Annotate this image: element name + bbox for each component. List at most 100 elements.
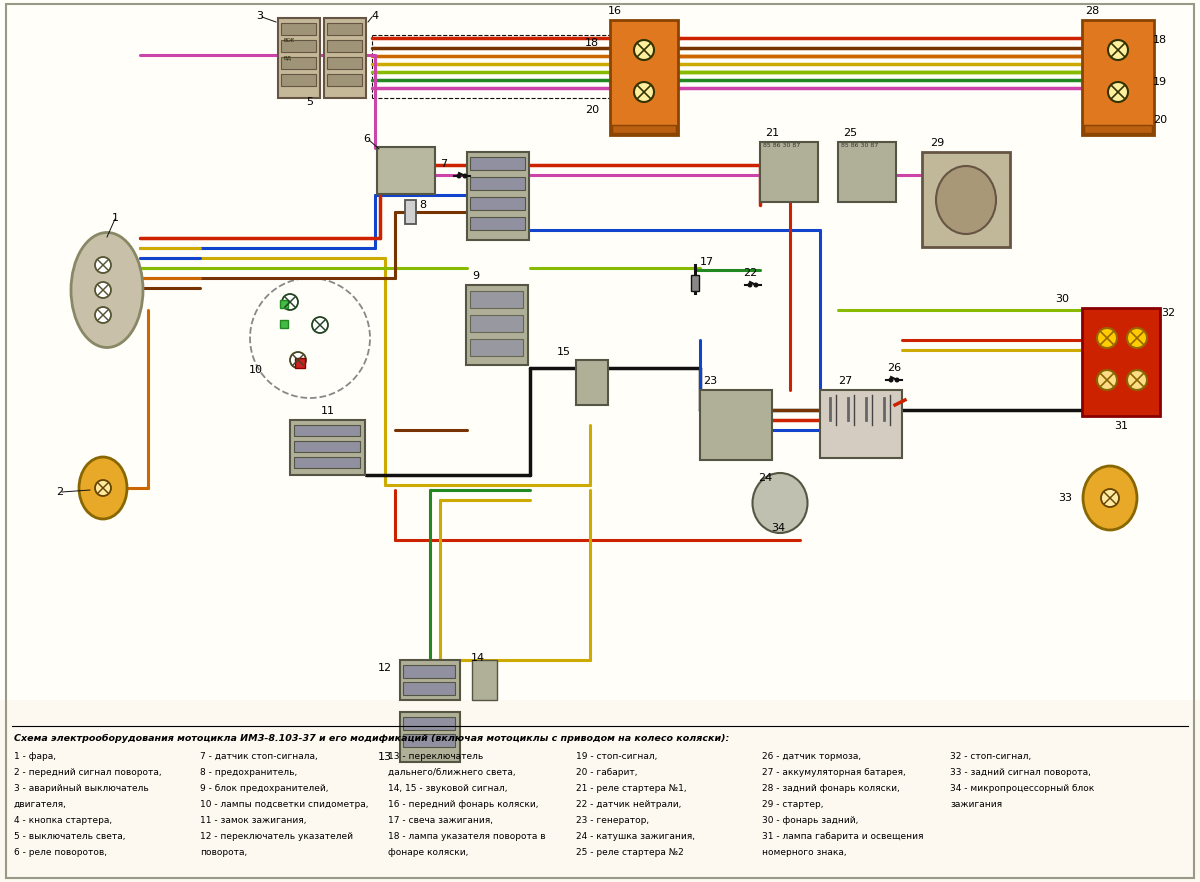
Bar <box>470 291 523 308</box>
Bar <box>326 57 362 69</box>
Text: 22 - датчик нейтрали,: 22 - датчик нейтрали, <box>576 800 682 809</box>
Text: 23 - генератор,: 23 - генератор, <box>576 816 649 825</box>
Text: номерного знака,: номерного знака, <box>762 848 847 857</box>
Bar <box>820 390 902 458</box>
Bar <box>922 152 1010 247</box>
Ellipse shape <box>1084 466 1138 530</box>
Text: 11: 11 <box>322 406 335 416</box>
Circle shape <box>95 480 112 496</box>
Bar <box>0 0 1200 700</box>
Text: 7: 7 <box>440 159 448 169</box>
Bar <box>280 320 288 328</box>
Text: 12: 12 <box>378 663 392 673</box>
Circle shape <box>95 257 112 273</box>
Text: 28: 28 <box>1085 6 1099 16</box>
Bar <box>466 285 528 365</box>
Text: 3 - аварийный выключатель: 3 - аварийный выключатель <box>14 784 149 793</box>
Text: 20: 20 <box>584 105 599 115</box>
Circle shape <box>1127 370 1147 390</box>
Text: 22: 22 <box>743 268 757 278</box>
Text: 8: 8 <box>420 200 426 210</box>
Text: ВОЕ: ВОЕ <box>283 38 294 43</box>
Text: 10 - лампы подсветки спидометра,: 10 - лампы подсветки спидометра, <box>200 800 368 809</box>
Bar <box>326 74 362 86</box>
Bar <box>294 457 360 468</box>
Text: 23: 23 <box>703 376 718 386</box>
Text: 32 - стоп-сигнал,: 32 - стоп-сигнал, <box>950 752 1031 761</box>
Bar <box>281 57 316 69</box>
Bar <box>294 425 360 436</box>
Text: 20: 20 <box>1153 115 1168 125</box>
Ellipse shape <box>936 166 996 234</box>
Text: 85 86 30 87: 85 86 30 87 <box>841 143 878 148</box>
Text: 9 - блок предохранителей,: 9 - блок предохранителей, <box>200 784 329 793</box>
Text: 1: 1 <box>112 213 119 223</box>
Bar <box>470 339 523 356</box>
Text: 15: 15 <box>557 347 571 357</box>
Text: зажигания: зажигания <box>950 800 1002 809</box>
Text: 27 - аккумуляторная батарея,: 27 - аккумуляторная батарея, <box>762 768 906 777</box>
Circle shape <box>1108 40 1128 60</box>
Bar <box>290 420 365 475</box>
Bar <box>470 177 526 190</box>
Text: 16: 16 <box>608 6 622 16</box>
Bar <box>400 712 460 762</box>
Circle shape <box>1097 370 1117 390</box>
Text: 1 - фара,: 1 - фара, <box>14 752 56 761</box>
Text: 18 - лампа указателя поворота в: 18 - лампа указателя поворота в <box>388 832 546 841</box>
Text: 30 - фонарь задний,: 30 - фонарь задний, <box>762 816 858 825</box>
Circle shape <box>282 294 298 310</box>
Bar <box>326 23 362 35</box>
Circle shape <box>634 40 654 60</box>
Text: 85 86 30 87: 85 86 30 87 <box>763 143 800 148</box>
Bar <box>470 217 526 230</box>
Text: 31: 31 <box>1114 421 1128 431</box>
Text: 32: 32 <box>1160 308 1175 318</box>
Text: 4 - кнопка стартера,: 4 - кнопка стартера, <box>14 816 112 825</box>
Bar <box>472 660 497 700</box>
Text: 18: 18 <box>584 38 599 48</box>
Text: 33 - задний сигнал поворота,: 33 - задний сигнал поворота, <box>950 768 1091 777</box>
Bar <box>403 717 455 730</box>
Circle shape <box>1097 328 1117 348</box>
Bar <box>324 18 366 98</box>
Text: поворота,: поворота, <box>200 848 247 857</box>
Text: 10: 10 <box>250 365 263 375</box>
Circle shape <box>290 352 306 368</box>
Text: 6: 6 <box>364 134 371 144</box>
Circle shape <box>1108 82 1128 102</box>
Text: 25: 25 <box>842 128 857 138</box>
Bar <box>467 152 529 240</box>
Text: двигателя,: двигателя, <box>14 800 67 809</box>
Bar <box>1082 20 1154 135</box>
Bar <box>403 682 455 695</box>
Text: 26 - датчик тормоза,: 26 - датчик тормоза, <box>762 752 862 761</box>
Bar <box>326 40 362 52</box>
Bar <box>278 18 320 98</box>
Bar <box>760 142 818 202</box>
Text: 14: 14 <box>470 653 485 663</box>
Bar <box>295 358 305 368</box>
Bar <box>281 74 316 86</box>
Text: 14, 15 - звуковой сигнал,: 14, 15 - звуковой сигнал, <box>388 784 508 793</box>
Text: 20 - габарит,: 20 - габарит, <box>576 768 637 777</box>
Text: 17: 17 <box>700 257 714 267</box>
Bar <box>281 23 316 35</box>
Circle shape <box>312 317 328 333</box>
Text: 7 - датчик стоп-сигнала,: 7 - датчик стоп-сигнала, <box>200 752 318 761</box>
Text: 2 - передний сигнал поворота,: 2 - передний сигнал поворота, <box>14 768 162 777</box>
Text: 11 - замок зажигания,: 11 - замок зажигания, <box>200 816 306 825</box>
Circle shape <box>895 378 899 382</box>
Circle shape <box>457 175 461 178</box>
Text: Схема электрооборудования мотоцикла ИМЗ-8.103-37 и его модификаций (включая мото: Схема электрооборудования мотоцикла ИМЗ-… <box>14 734 730 743</box>
Text: 33: 33 <box>1058 493 1072 503</box>
Bar <box>1084 125 1152 133</box>
Circle shape <box>889 378 893 382</box>
Circle shape <box>755 283 758 287</box>
Circle shape <box>95 307 112 323</box>
Bar <box>406 200 416 224</box>
Text: 4: 4 <box>372 11 378 21</box>
Text: 9: 9 <box>473 271 480 281</box>
Text: 8 - предохранитель,: 8 - предохранитель, <box>200 768 298 777</box>
Bar <box>470 315 523 332</box>
